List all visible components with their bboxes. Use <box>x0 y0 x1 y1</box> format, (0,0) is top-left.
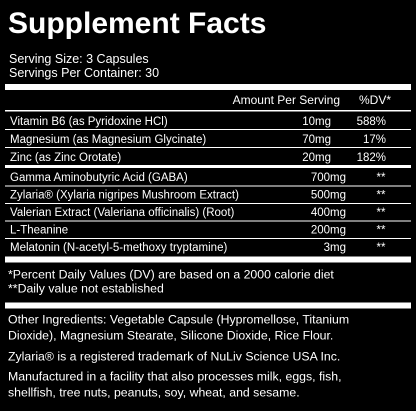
nutrient-dv: 17% <box>363 134 386 146</box>
ingredient-dv: ** <box>377 242 386 254</box>
ingredient-amount: 700mg <box>311 172 346 184</box>
ingredient-name: Valerian Extract (Valeriana officinalis)… <box>10 207 235 219</box>
dv-header: %DV* <box>359 93 391 107</box>
nutrient-amount: 10mg <box>302 116 331 128</box>
divider <box>5 147 411 148</box>
ingredient-name: L-Theanine <box>10 225 68 237</box>
nutrient-name: Vitamin B6 (as Pyridoxine HCl) <box>10 116 168 128</box>
divider <box>5 256 411 263</box>
ingredient-amount: 200mg <box>311 225 346 237</box>
ingredient-dv: ** <box>377 172 386 184</box>
ingredient-dv: ** <box>377 207 386 219</box>
other-ingredients: Dioxide), Magnesium Stearate, Silicone D… <box>8 329 333 343</box>
divider <box>5 185 411 187</box>
divider <box>5 84 411 90</box>
nutrient-amount: 20mg <box>302 152 331 164</box>
amount-header: Amount Per Serving <box>233 93 340 107</box>
footnote: *Percent Daily Values (DV) are based on … <box>8 268 334 282</box>
ingredient-name: Melatonin (N-acetyl-5-methoxy tryptamine… <box>10 242 227 254</box>
serving-size: Serving Size: 3 Capsules <box>9 52 149 66</box>
divider <box>5 129 411 130</box>
ingredient-name: Gamma Aminobutyric Acid (GABA) <box>10 172 188 184</box>
divider <box>5 203 411 204</box>
divider <box>5 238 411 239</box>
footnote: **Daily value not established <box>8 282 164 296</box>
allergen-statement: shellfish, tree nuts, peanuts, soy, whea… <box>8 386 300 400</box>
other-ingredients: Other Ingredients: Vegetable Capsule (Hy… <box>8 313 349 327</box>
nutrient-amount: 70mg <box>302 134 331 146</box>
title: Supplement Facts <box>8 7 266 40</box>
ingredient-name: Zylaria® (Xylaria nigripes Mushroom Extr… <box>10 190 239 202</box>
divider <box>5 220 411 222</box>
ingredient-dv: ** <box>377 190 386 202</box>
allergen-statement: Manufactured in a facility that also pro… <box>8 370 342 384</box>
divider <box>5 110 411 112</box>
nutrient-dv: 588% <box>357 116 386 128</box>
nutrient-name: Magnesium (as Magnesium Glycinate) <box>10 134 206 146</box>
nutrient-dv: 182% <box>357 152 386 164</box>
trademark: Zylaria® is a registered trademark of Nu… <box>8 350 340 364</box>
divider <box>5 302 411 309</box>
ingredient-amount: 500mg <box>311 190 346 202</box>
ingredient-amount: 400mg <box>311 207 346 219</box>
nutrient-name: Zinc (as Zinc Orotate) <box>10 152 121 164</box>
ingredient-amount: 3mg <box>324 242 346 254</box>
ingredient-dv: ** <box>377 225 386 237</box>
divider <box>5 165 411 168</box>
servings-per-container: Servings Per Container: 30 <box>9 66 159 80</box>
